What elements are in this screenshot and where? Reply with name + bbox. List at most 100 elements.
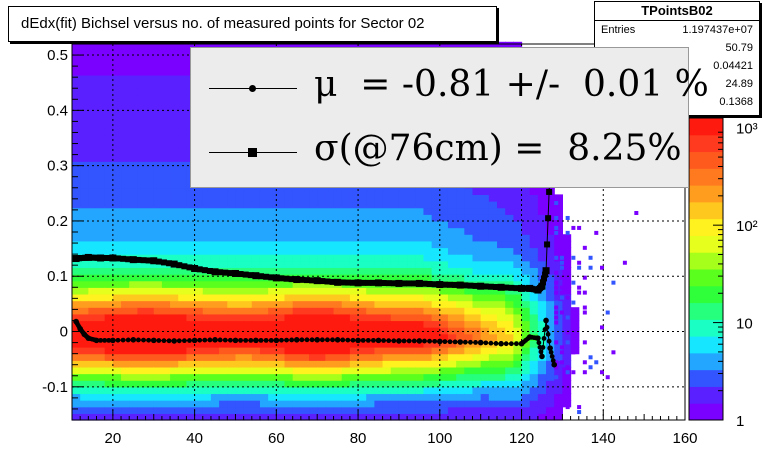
heatmap-cell [480, 353, 490, 361]
heatmap-cell [219, 274, 228, 282]
heatmap-cell [145, 154, 155, 162]
series-point-mean [136, 337, 141, 343]
heatmap-cell [121, 360, 130, 368]
heatmap-cell [104, 413, 114, 421]
heatmap-cell [235, 380, 245, 388]
heatmap-cell [599, 370, 604, 375]
heatmap-cell [161, 280, 171, 288]
series-point-sigma [487, 283, 494, 290]
heatmap-cell [341, 327, 351, 335]
heatmap-cell [349, 386, 359, 395]
heatmap-cell [96, 340, 106, 348]
heatmap-cell [480, 400, 490, 408]
heatmap-cell [325, 194, 335, 202]
heatmap-cell [415, 333, 425, 341]
heatmap-cell [259, 234, 269, 242]
heatmap-cell [121, 366, 130, 375]
heatmap-cell [374, 274, 384, 282]
heatmap-cell [88, 260, 98, 268]
heatmap-cell [145, 194, 155, 202]
heatmap-cell [325, 220, 335, 229]
heatmap-cell [129, 287, 138, 295]
heatmap-cell [145, 141, 155, 149]
heatmap-cell [170, 327, 179, 335]
heatmap-cell [96, 260, 106, 268]
heatmap-cell [513, 293, 523, 302]
heatmap-cell [145, 227, 155, 235]
heatmap-cell [194, 386, 204, 395]
heatmap-cell [178, 293, 188, 302]
heatmap-cell [96, 214, 106, 222]
heatmap-cell [96, 187, 106, 195]
heatmap-cell [112, 94, 122, 103]
heatmap-cell [325, 227, 335, 235]
heatmap-cell [300, 360, 310, 368]
heatmap-cell [243, 307, 253, 315]
heatmap-cell [582, 305, 587, 310]
heatmap-cell [439, 353, 449, 361]
heatmap-cell [407, 254, 416, 262]
series-point-sigma [411, 280, 418, 287]
heatmap-cell [80, 134, 89, 142]
heatmap-cell [407, 201, 416, 209]
heatmap-cell [480, 360, 490, 368]
heatmap-cell [529, 406, 539, 414]
heatmap-cell [505, 220, 514, 229]
heatmap-cell [333, 240, 343, 249]
heatmap-cell [251, 41, 261, 50]
heatmap-cell [488, 41, 498, 50]
heatmap-cell [284, 247, 294, 255]
heatmap-cell [537, 400, 547, 408]
heatmap-cell [145, 353, 155, 361]
color-scale-label: 10² [736, 218, 758, 235]
heatmap-cell [210, 360, 220, 368]
heatmap-cell [374, 194, 384, 202]
heatmap-cell [292, 293, 302, 302]
heatmap-cell [480, 327, 490, 335]
heatmap-cell [398, 393, 408, 401]
heatmap-cell [129, 293, 138, 302]
heatmap-cell [472, 360, 482, 368]
heatmap-cell [104, 300, 114, 308]
heatmap-cell [251, 340, 261, 348]
heatmap-cell [529, 400, 539, 408]
heatmap-cell [349, 201, 359, 209]
heatmap-cell [521, 220, 531, 229]
heatmap-cell [153, 366, 163, 375]
heatmap-cell [186, 293, 196, 302]
heatmap-cell [497, 287, 506, 295]
heatmap-cell [145, 114, 155, 123]
heatmap-cell [537, 406, 547, 414]
heatmap-cell [259, 386, 269, 395]
heatmap-cell [480, 227, 490, 235]
heatmap-cell [186, 380, 196, 388]
heatmap-cell [588, 365, 593, 370]
heatmap-cell [161, 360, 171, 368]
heatmap-cell [325, 400, 335, 408]
heatmap-cell [268, 247, 277, 255]
heatmap-cell [235, 247, 245, 255]
heatmap-cell [431, 300, 441, 308]
heatmap-cell [382, 340, 392, 348]
y-tick-label: 0.1 [47, 268, 68, 285]
heatmap-cell [358, 293, 367, 302]
heatmap-cell [358, 413, 367, 421]
heatmap-cell [398, 366, 408, 375]
heatmap-cell [447, 406, 457, 414]
heatmap-cell [447, 260, 457, 268]
heatmap-cell [423, 254, 433, 262]
heatmap-cell [358, 267, 367, 275]
heatmap-cell [121, 234, 130, 242]
heatmap-cell [505, 240, 514, 249]
heatmap-cell [251, 260, 261, 268]
heatmap-cell [276, 327, 286, 335]
heatmap-cell [349, 260, 359, 268]
heatmap-cell [243, 406, 253, 414]
stats-entries-label: Entries [601, 24, 636, 36]
heatmap-cell [72, 267, 81, 275]
heatmap-cell [210, 320, 220, 328]
heatmap-cell [96, 373, 106, 381]
heatmap-cell [178, 94, 188, 103]
heatmap-cell [268, 386, 277, 395]
heatmap-cell [259, 260, 269, 268]
